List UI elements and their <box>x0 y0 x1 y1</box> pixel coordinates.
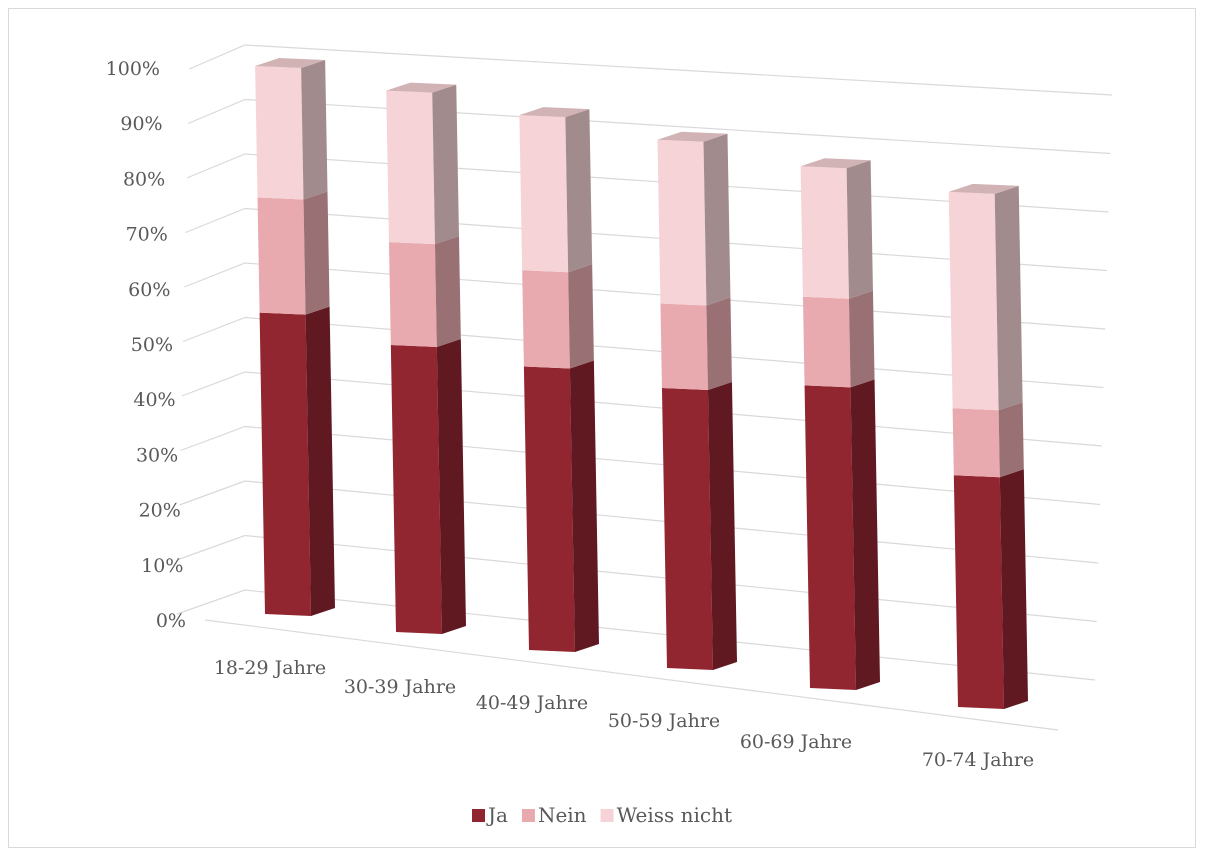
y-tick-label: 20% <box>139 500 181 522</box>
y-axis-ticks: 0% 10% 20% 30% 40% 50% 60% 70% 80% 90% 100% <box>106 58 186 632</box>
legend-item: Nein <box>521 803 587 827</box>
bar-segment <box>800 166 849 299</box>
gridline <box>189 44 1113 96</box>
bar-stack <box>657 131 737 670</box>
x-axis-categories: 18-29 Jahre 30-39 Jahre 40-49 Jahre 50-59 J… <box>214 657 1034 771</box>
bar-top <box>386 82 457 93</box>
bar-stack <box>386 82 466 634</box>
legend-swatch <box>521 809 535 822</box>
bar-segment-side <box>999 469 1028 709</box>
x-category-label: 70-74 Jahre <box>922 749 1034 771</box>
bar-segment-side <box>305 306 335 616</box>
x-category-label: 40-49 Jahre <box>476 692 588 714</box>
bar-segment-side <box>703 133 731 306</box>
bar-segment-side <box>706 297 732 391</box>
bar-segment-side <box>707 382 737 670</box>
bar-segment <box>390 345 442 634</box>
bar-segment <box>661 388 713 670</box>
bar-stack <box>800 158 880 690</box>
y-tick-label: 70% <box>126 224 168 246</box>
bar-segment <box>953 475 1004 709</box>
x-category-label: 60-69 Jahre <box>740 731 852 753</box>
y-tick-label: 50% <box>131 334 173 356</box>
bar-stack <box>519 107 599 652</box>
bar-segment-side <box>434 236 461 348</box>
bar-segment <box>657 139 707 306</box>
x-category-label: 50-59 Jahre <box>608 710 720 732</box>
bars <box>255 58 1028 709</box>
bar-segment-side <box>568 264 594 369</box>
legend: Ja Nein Weiss nicht <box>472 803 732 827</box>
bar-top <box>800 158 871 169</box>
bar-stack <box>948 183 1028 709</box>
bar-top <box>948 183 1019 194</box>
x-category-label: 18-29 Jahre <box>214 657 326 679</box>
bar-segment-side <box>846 160 873 299</box>
y-tick-label: 0% <box>156 610 186 632</box>
legend-item: Ja <box>472 803 508 827</box>
bar-segment <box>388 242 437 348</box>
bar-segment <box>522 270 570 369</box>
legend-label: Nein <box>538 803 587 827</box>
bar-segment-side <box>436 339 466 634</box>
bar-top <box>657 131 728 142</box>
x-category-label: 30-39 Jahre <box>344 676 456 698</box>
bar-top <box>519 107 590 118</box>
bar-stack <box>255 58 335 616</box>
y-tick-label: 60% <box>128 279 170 301</box>
floor-front-edge <box>204 619 1059 731</box>
bar-segment-side <box>303 191 330 315</box>
bar-segment-side <box>565 109 593 273</box>
bar-segment-side <box>850 379 880 690</box>
bar-segment <box>257 197 306 315</box>
y-tick-label: 30% <box>136 444 178 466</box>
legend-label: Weiss nicht <box>617 803 732 827</box>
legend-item: Weiss nicht <box>600 803 732 827</box>
bar-segment-side <box>998 402 1024 478</box>
bar-segment-side <box>994 185 1023 411</box>
bar-segment <box>804 385 856 690</box>
bar-segment <box>386 90 435 245</box>
bar-segment <box>948 191 999 411</box>
y-tick-label: 80% <box>123 168 165 190</box>
bar-segment-side <box>848 290 875 388</box>
y-tick-label: 10% <box>141 555 183 577</box>
y-tick-label: 100% <box>106 58 160 80</box>
y-tick-label: 90% <box>120 113 162 135</box>
legend-label: Ja <box>486 803 508 827</box>
bar-top <box>255 58 326 68</box>
bar-segment-side <box>432 84 459 245</box>
bar-segment <box>519 115 569 273</box>
bar-segment <box>802 296 851 388</box>
bar-segment <box>259 312 311 616</box>
bar-segment-side <box>569 360 599 652</box>
bar-segment <box>523 366 575 652</box>
gridline <box>187 98 1111 155</box>
y-tick-label: 40% <box>133 389 175 411</box>
bar-segment <box>660 303 708 391</box>
bar-segment <box>255 66 304 200</box>
legend-swatch <box>472 809 485 822</box>
legend-swatch <box>600 809 614 822</box>
bar-segment <box>952 408 1000 478</box>
bar-segment-side <box>301 60 328 200</box>
